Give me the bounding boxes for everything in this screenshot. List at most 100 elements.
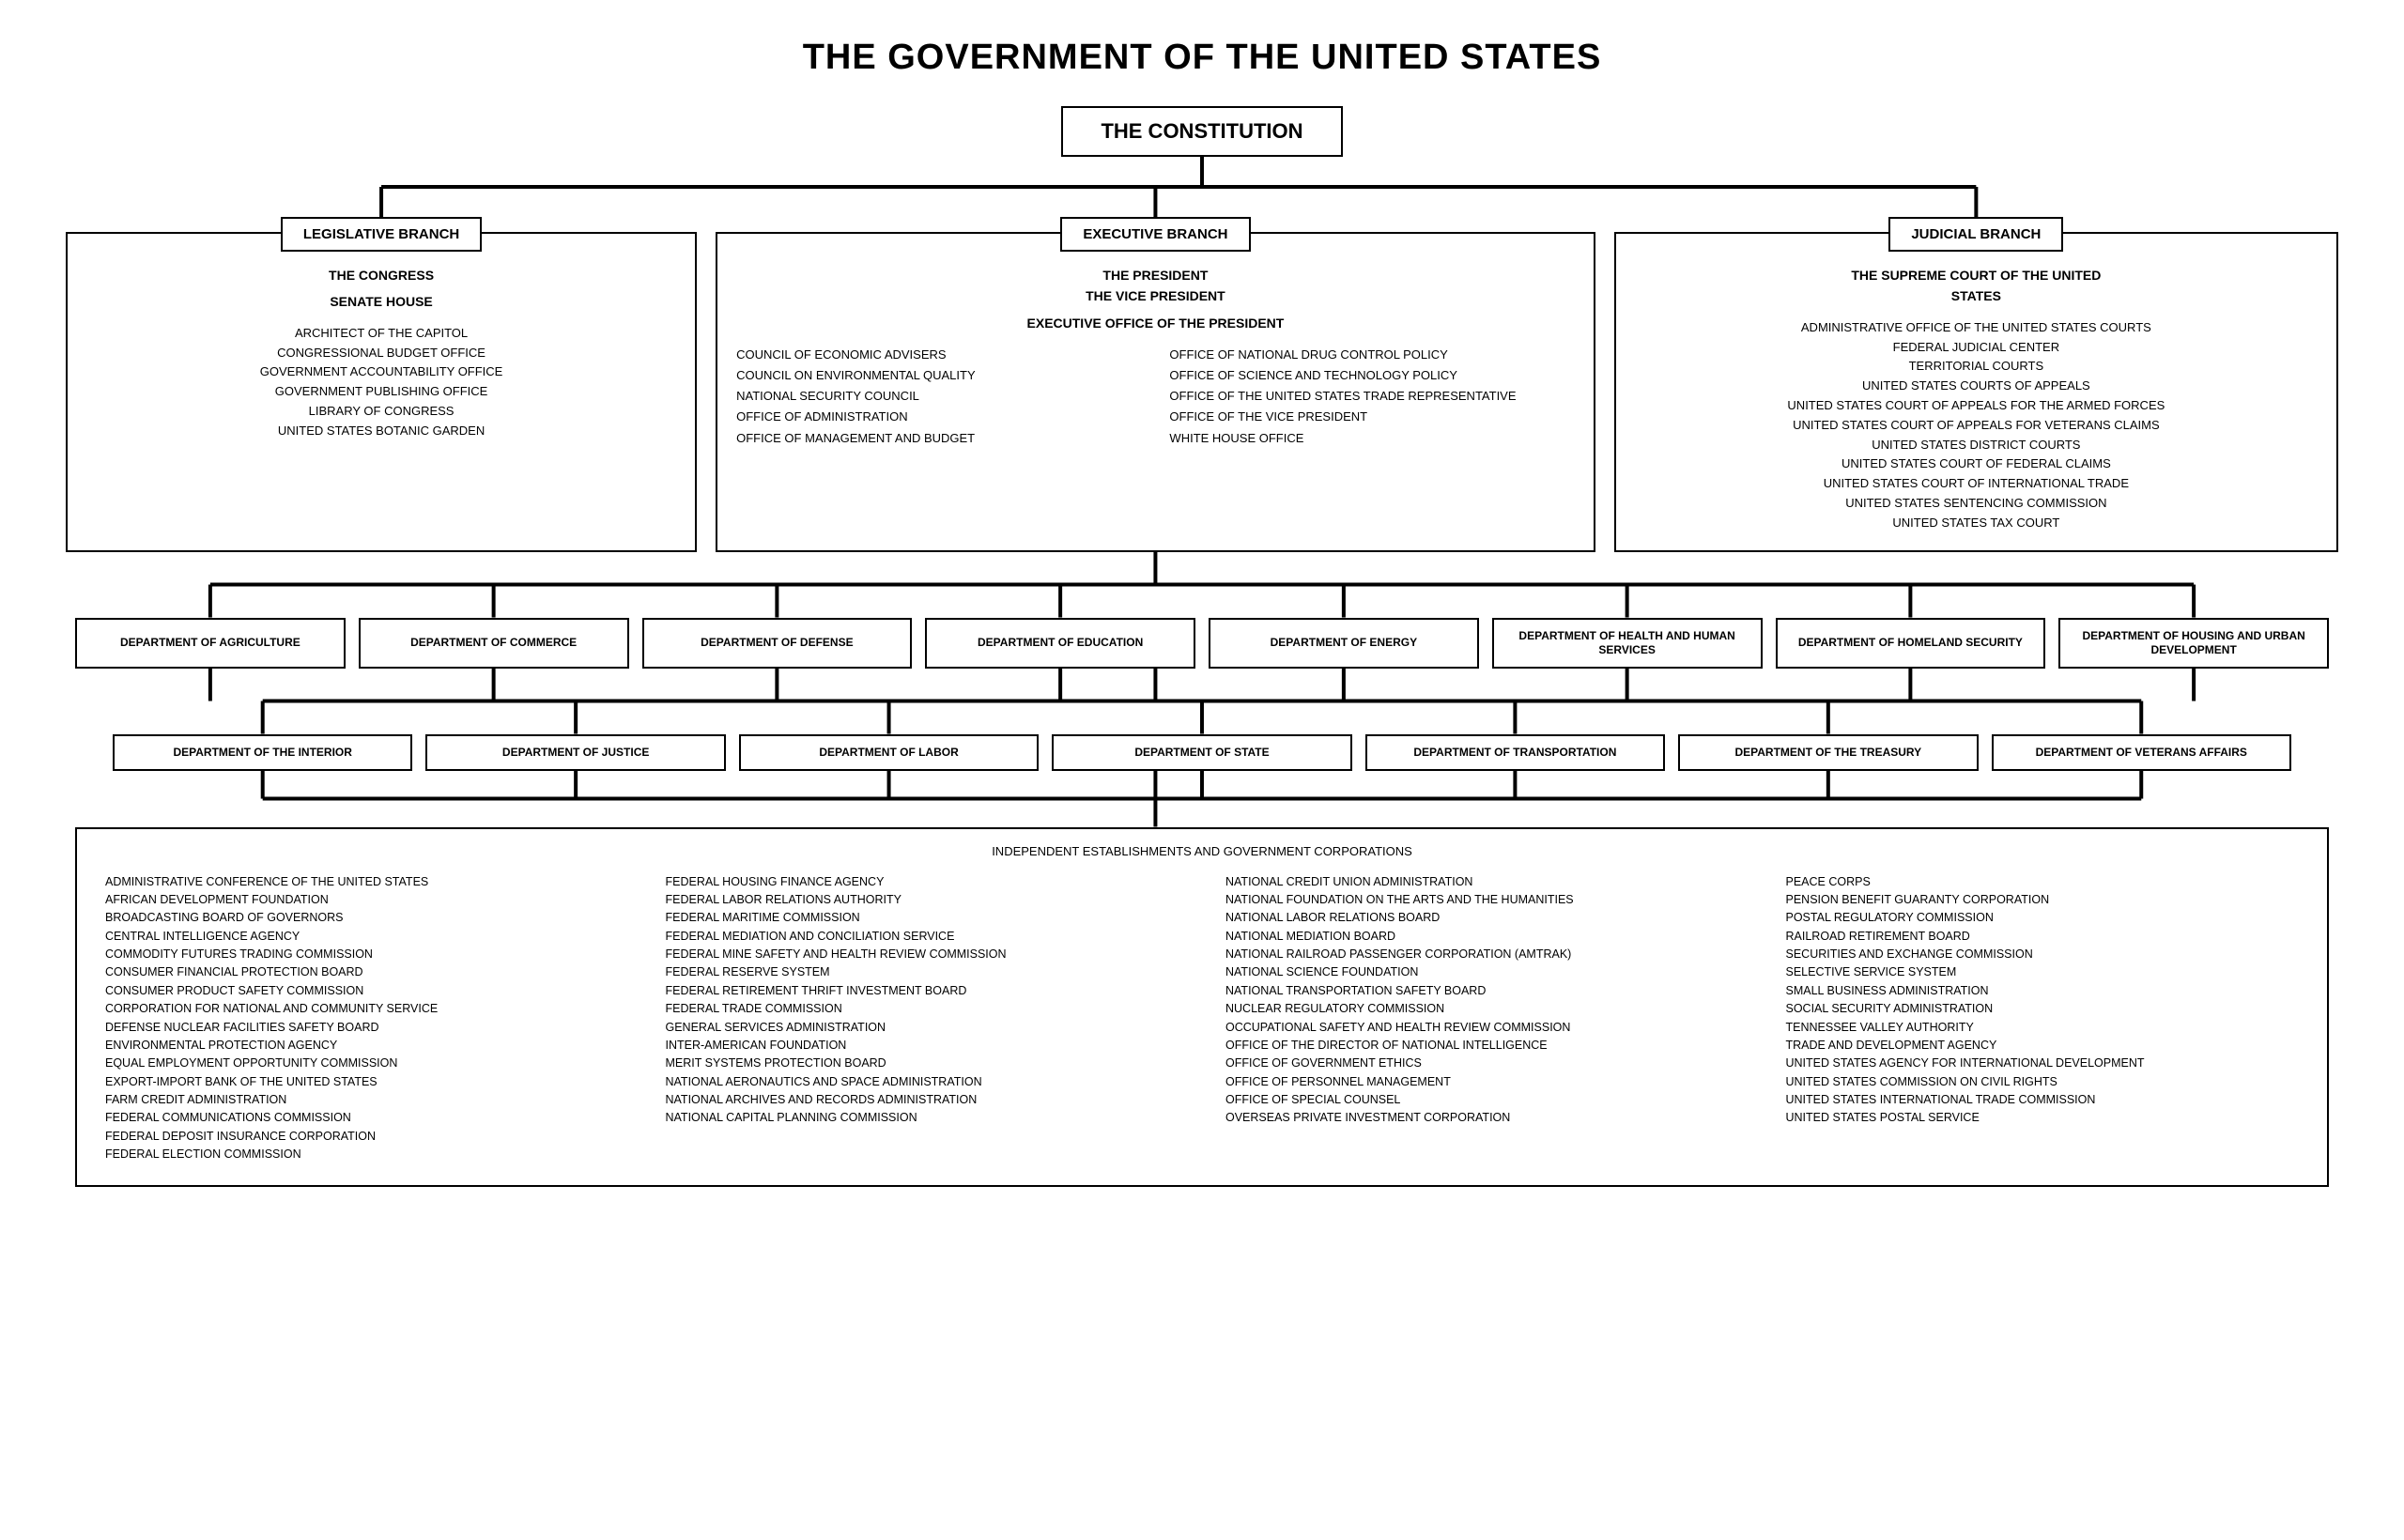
department-box: DEPARTMENT OF STATE (1052, 734, 1351, 771)
legislative-branch-box: LEGISLATIVE BRANCH THE CONGRESS SENATE H… (66, 232, 697, 552)
independent-item: PEACE CORPS (1786, 873, 2300, 891)
independent-item: PENSION BENEFIT GUARANTY CORPORATION (1786, 891, 2300, 909)
independent-item: OCCUPATIONAL SAFETY AND HEALTH REVIEW CO… (1225, 1019, 1739, 1037)
independent-item: SMALL BUSINESS ADMINISTRATION (1786, 982, 2300, 1000)
legislative-item: CONGRESSIONAL BUDGET OFFICE (86, 344, 676, 363)
independent-item: NATIONAL MEDIATION BOARD (1225, 928, 1739, 946)
legislative-header: LEGISLATIVE BRANCH (281, 217, 482, 252)
independent-item: POSTAL REGULATORY COMMISSION (1786, 909, 2300, 927)
independent-item: CONSUMER PRODUCT SAFETY COMMISSION (105, 982, 619, 1000)
independent-item: TENNESSEE VALLEY AUTHORITY (1786, 1019, 2300, 1037)
page-title: THE GOVERNMENT OF THE UNITED STATES (38, 38, 2366, 78)
independent-item: FEDERAL TRADE COMMISSION (666, 1000, 1179, 1018)
department-box: DEPARTMENT OF JUSTICE (425, 734, 725, 771)
independent-item: SOCIAL SECURITY ADMINISTRATION (1786, 1000, 2300, 1018)
independent-item: FEDERAL MEDIATION AND CONCILIATION SERVI… (666, 928, 1179, 946)
independent-item: OFFICE OF GOVERNMENT ETHICS (1225, 1055, 1739, 1072)
independent-item: FEDERAL HOUSING FINANCE AGENCY (666, 873, 1179, 891)
independent-item: BROADCASTING BOARD OF GOVERNORS (105, 909, 619, 927)
independent-item: NATIONAL RAILROAD PASSENGER CORPORATION … (1225, 946, 1739, 963)
independent-item: NATIONAL LABOR RELATIONS BOARD (1225, 909, 1739, 927)
legislative-congress: THE CONGRESS (86, 265, 676, 285)
independent-item: CENTRAL INTELLIGENCE AGENCY (105, 928, 619, 946)
executive-item: COUNCIL ON ENVIRONMENTAL QUALITY (736, 365, 1141, 386)
independent-col3: NATIONAL CREDIT UNION ADMINISTRATIONNATI… (1225, 873, 1739, 1164)
departments-row-2: DEPARTMENT OF THE INTERIOR DEPARTMENT OF … (113, 734, 2291, 771)
judicial-item: UNITED STATES SENTENCING COMMISSION (1635, 494, 2318, 514)
independent-item: FEDERAL ELECTION COMMISSION (105, 1146, 619, 1163)
independent-item: MERIT SYSTEMS PROTECTION BOARD (666, 1055, 1179, 1072)
independent-item: NATIONAL SCIENCE FOUNDATION (1225, 963, 1739, 981)
independent-item: NUCLEAR REGULATORY COMMISSION (1225, 1000, 1739, 1018)
executive-item: OFFICE OF NATIONAL DRUG CONTROL POLICY (1169, 345, 1574, 365)
independent-item: COMMODITY FUTURES TRADING COMMISSION (105, 946, 619, 963)
independent-item: CONSUMER FINANCIAL PROTECTION BOARD (105, 963, 619, 981)
independent-item: NATIONAL FOUNDATION ON THE ARTS AND THE … (1225, 891, 1739, 909)
executive-vp: THE VICE PRESIDENT (736, 285, 1575, 306)
independent-item: FEDERAL LABOR RELATIONS AUTHORITY (666, 891, 1179, 909)
legislative-list: ARCHITECT OF THE CAPITOLCONGRESSIONAL BU… (86, 324, 676, 441)
judicial-item: UNITED STATES COURTS OF APPEALS (1635, 377, 2318, 396)
legislative-item: LIBRARY OF CONGRESS (86, 402, 676, 422)
department-box: DEPARTMENT OF COMMERCE (359, 618, 629, 669)
department-box: DEPARTMENT OF TRANSPORTATION (1365, 734, 1665, 771)
judicial-item: ADMINISTRATIVE OFFICE OF THE UNITED STAT… (1635, 318, 2318, 338)
department-box: DEPARTMENT OF HEALTH AND HUMAN SERVICES (1492, 618, 1763, 669)
departments-row-1: DEPARTMENT OF AGRICULTUREDEPARTMENT OF C… (75, 618, 2329, 669)
legislative-item: UNITED STATES BOTANIC GARDEN (86, 422, 676, 441)
judicial-branch-box: JUDICIAL BRANCH THE SUPREME COURT OF THE… (1614, 232, 2338, 552)
branches-row: LEGISLATIVE BRANCH THE CONGRESS SENATE H… (66, 232, 2338, 552)
department-box: DEPARTMENT OF THE INTERIOR (113, 734, 412, 771)
constitution-box: THE CONSTITUTION (1061, 106, 1342, 157)
department-box: DEPARTMENT OF DEFENSE (642, 618, 913, 669)
independent-item: UNITED STATES POSTAL SERVICE (1786, 1109, 2300, 1127)
executive-item: NATIONAL SECURITY COUNCIL (736, 386, 1141, 407)
independent-item: FARM CREDIT ADMINISTRATION (105, 1091, 619, 1109)
judicial-list: ADMINISTRATIVE OFFICE OF THE UNITED STAT… (1635, 318, 2318, 533)
executive-item: OFFICE OF MANAGEMENT AND BUDGET (736, 428, 1141, 449)
executive-item: WHITE HOUSE OFFICE (1169, 428, 1574, 449)
independent-item: FEDERAL RETIREMENT THRIFT INVESTMENT BOA… (666, 982, 1179, 1000)
executive-president: THE PRESIDENT (736, 265, 1575, 285)
independent-item: UNITED STATES COMMISSION ON CIVIL RIGHTS (1786, 1073, 2300, 1091)
executive-item: OFFICE OF ADMINISTRATION (736, 407, 1141, 427)
independent-item: FEDERAL COMMUNICATIONS COMMISSION (105, 1109, 619, 1127)
independent-item: FEDERAL RESERVE SYSTEM (666, 963, 1179, 981)
legislative-item: ARCHITECT OF THE CAPITOL (86, 324, 676, 344)
judicial-item: UNITED STATES DISTRICT COURTS (1635, 436, 2318, 455)
independent-item: NATIONAL CREDIT UNION ADMINISTRATION (1225, 873, 1739, 891)
judicial-item: FEDERAL JUDICIAL CENTER (1635, 338, 2318, 358)
legislative-item: GOVERNMENT ACCOUNTABILITY OFFICE (86, 362, 676, 382)
executive-branch-box: EXECUTIVE BRANCH THE PRESIDENT THE VICE … (716, 232, 1595, 552)
judicial-item: UNITED STATES COURT OF APPEALS FOR VETER… (1635, 416, 2318, 436)
independent-item: GENERAL SERVICES ADMINISTRATION (666, 1019, 1179, 1037)
executive-columns: COUNCIL OF ECONOMIC ADVISERSCOUNCIL ON E… (736, 345, 1575, 448)
independent-item: OFFICE OF THE DIRECTOR OF NATIONAL INTEL… (1225, 1037, 1739, 1055)
department-box: DEPARTMENT OF ENERGY (1209, 618, 1479, 669)
independent-item: EXPORT-IMPORT BANK OF THE UNITED STATES (105, 1073, 619, 1091)
independent-title: INDEPENDENT ESTABLISHMENTS AND GOVERNMEN… (105, 844, 2299, 858)
independent-item: SELECTIVE SERVICE SYSTEM (1786, 963, 2300, 981)
independent-item: ADMINISTRATIVE CONFERENCE OF THE UNITED … (105, 873, 619, 891)
executive-header: EXECUTIVE BRANCH (1060, 217, 1250, 252)
independent-col4: PEACE CORPSPENSION BENEFIT GUARANTY CORP… (1786, 873, 2300, 1164)
independent-item: OFFICE OF PERSONNEL MANAGEMENT (1225, 1073, 1739, 1091)
department-box: DEPARTMENT OF VETERANS AFFAIRS (1992, 734, 2291, 771)
judicial-header: JUDICIAL BRANCH (1888, 217, 2063, 252)
independent-item: FEDERAL MARITIME COMMISSION (666, 909, 1179, 927)
legislative-senate-house: SENATE HOUSE (86, 291, 676, 312)
judicial-item: UNITED STATES COURT OF FEDERAL CLAIMS (1635, 454, 2318, 474)
independent-col1: ADMINISTRATIVE CONFERENCE OF THE UNITED … (105, 873, 619, 1164)
executive-item: OFFICE OF THE UNITED STATES TRADE REPRES… (1169, 386, 1574, 407)
independent-item: OVERSEAS PRIVATE INVESTMENT CORPORATION (1225, 1109, 1739, 1127)
independent-item: OFFICE OF SPECIAL COUNSEL (1225, 1091, 1739, 1109)
independent-item: NATIONAL AERONAUTICS AND SPACE ADMINISTR… (666, 1073, 1179, 1091)
judicial-item: UNITED STATES TAX COURT (1635, 514, 2318, 533)
independent-item: AFRICAN DEVELOPMENT FOUNDATION (105, 891, 619, 909)
judicial-supreme-court: THE SUPREME COURT OF THE UNITED STATES (1826, 265, 2126, 307)
department-box: DEPARTMENT OF LABOR (739, 734, 1039, 771)
independent-item: DEFENSE NUCLEAR FACILITIES SAFETY BOARD (105, 1019, 619, 1037)
independent-item: NATIONAL CAPITAL PLANNING COMMISSION (666, 1109, 1179, 1127)
independent-columns: ADMINISTRATIVE CONFERENCE OF THE UNITED … (105, 873, 2299, 1164)
independent-item: UNITED STATES AGENCY FOR INTERNATIONAL D… (1786, 1055, 2300, 1072)
